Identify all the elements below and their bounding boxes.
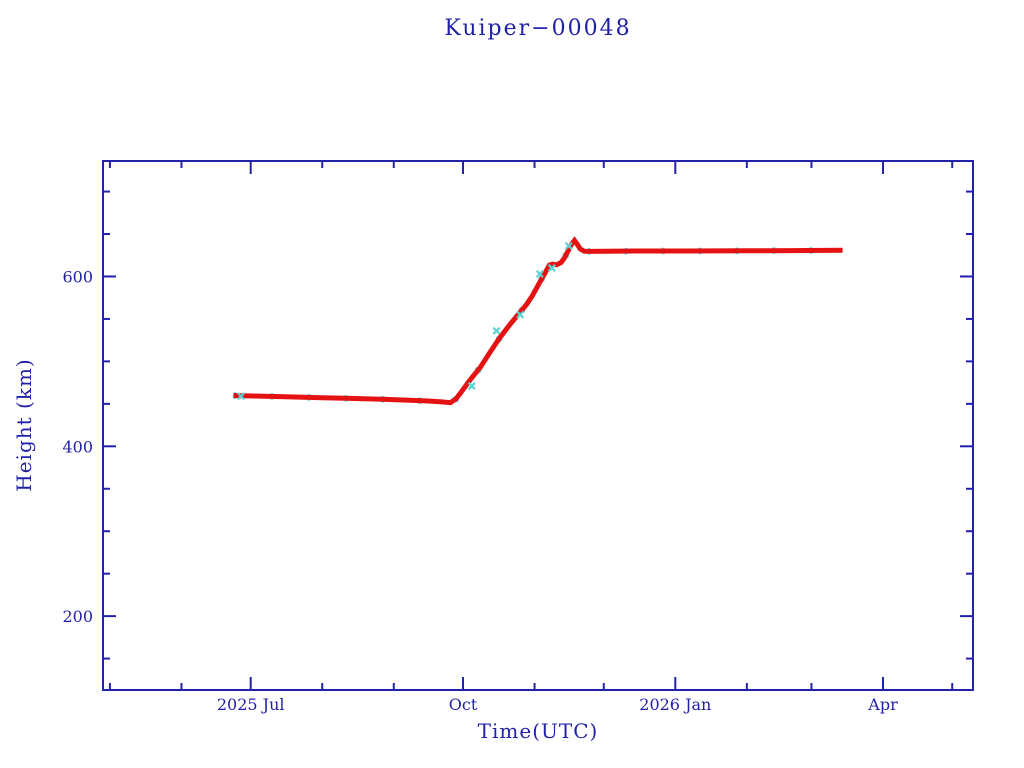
y-tick-label: 600 — [62, 267, 93, 286]
y-axis-label: Height (km) — [12, 358, 36, 492]
y-tick-label: 200 — [62, 607, 93, 626]
secondary-x-marker — [492, 326, 501, 335]
x-tick-label: 2026 Jan — [639, 695, 711, 714]
secondary-x-marker — [467, 382, 476, 390]
secondary-x-marker — [237, 392, 245, 401]
plot-frame — [102, 160, 974, 691]
secondary-x-marker — [564, 241, 573, 250]
secondary-x-marker — [516, 310, 525, 319]
y-tick-label: 400 — [62, 437, 93, 456]
primary-height-track — [233, 236, 843, 406]
x-tick-label: Apr — [867, 695, 898, 714]
x-tick-label: Oct — [449, 695, 478, 714]
secondary-x-marker — [535, 269, 544, 278]
secondary-x-marker — [547, 264, 556, 272]
secondary-track-underlay — [233, 234, 843, 407]
x-axis-label: Time(UTC) — [477, 719, 599, 743]
chart-title: Kuiper−00048 — [444, 16, 632, 41]
x-tick-label: 2025 Jul — [217, 695, 285, 714]
